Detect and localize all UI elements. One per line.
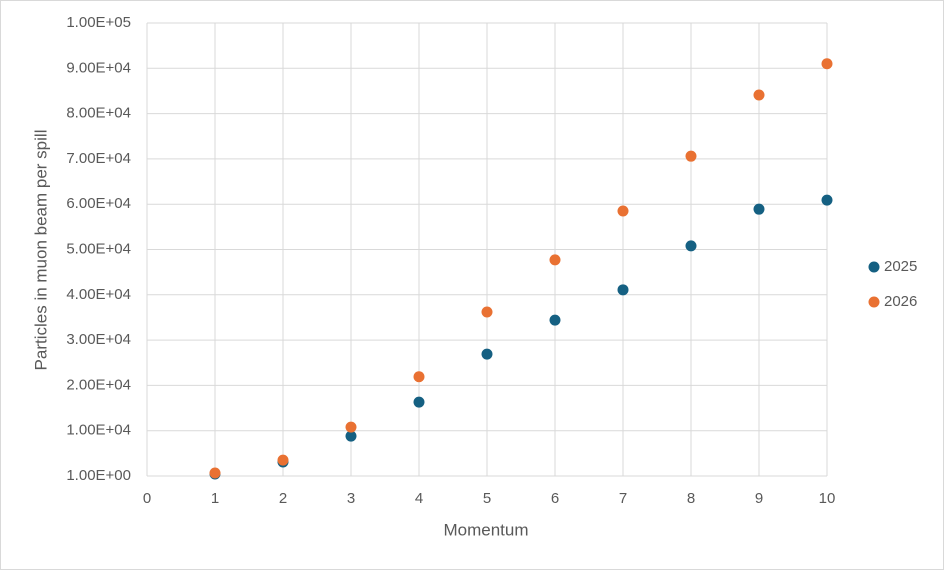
y-tick-label: 1.00E+05 — [66, 14, 131, 31]
data-point — [277, 454, 289, 466]
legend-marker — [868, 296, 880, 308]
x-tick-label: 6 — [551, 490, 559, 507]
data-point — [209, 467, 221, 479]
data-point — [549, 314, 561, 326]
y-tick-label: 5.00E+04 — [66, 240, 131, 257]
data-point — [413, 396, 425, 408]
x-tick-label: 4 — [415, 490, 423, 507]
y-tick-label: 1.00E+04 — [66, 422, 131, 439]
data-point — [549, 254, 561, 266]
x-tick-label: 3 — [347, 490, 355, 507]
y-tick-label: 1.00E+00 — [66, 467, 131, 484]
x-tick-label: 1 — [211, 490, 219, 507]
data-point — [685, 150, 697, 162]
x-tick-label: 5 — [483, 490, 491, 507]
data-point — [821, 58, 833, 70]
data-point — [345, 430, 357, 442]
data-point — [481, 306, 493, 318]
x-axis-title: Momentum — [443, 520, 528, 539]
y-tick-label: 2.00E+04 — [66, 376, 131, 393]
x-tick-label: 7 — [619, 490, 627, 507]
legend-marker — [868, 261, 880, 273]
y-tick-label: 4.00E+04 — [66, 286, 131, 303]
y-tick-label: 6.00E+04 — [66, 195, 131, 212]
data-point — [481, 348, 493, 360]
y-tick-label: 8.00E+04 — [66, 105, 131, 122]
x-tick-label: 8 — [687, 490, 695, 507]
data-point — [617, 284, 629, 296]
legend-label: 2026 — [884, 293, 917, 310]
data-point — [345, 421, 357, 433]
data-point — [753, 203, 765, 215]
x-tick-label: 9 — [755, 490, 763, 507]
x-tick-label: 0 — [143, 490, 151, 507]
data-point — [685, 240, 697, 252]
data-point — [821, 194, 833, 206]
x-tick-label: 10 — [819, 490, 836, 507]
data-point — [413, 371, 425, 383]
data-point — [753, 89, 765, 101]
y-tick-label: 3.00E+04 — [66, 331, 131, 348]
y-tick-label: 7.00E+04 — [66, 150, 131, 167]
y-tick-label: 9.00E+04 — [66, 59, 131, 76]
x-tick-label: 2 — [279, 490, 287, 507]
data-point — [617, 205, 629, 217]
y-axis-title: Particles in muon beam per spill — [31, 130, 50, 371]
legend-label: 2025 — [884, 258, 917, 275]
